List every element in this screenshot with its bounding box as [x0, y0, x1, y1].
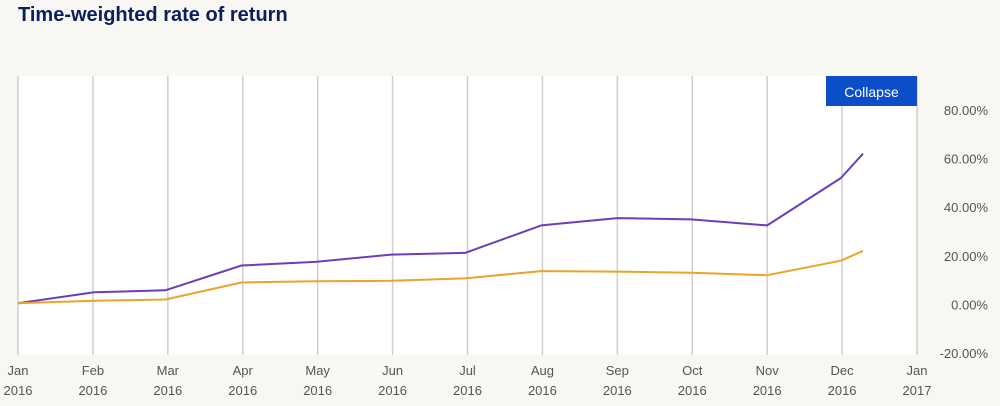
y-tick-label: 0.00%: [951, 297, 988, 312]
y-axis: 80.00% 60.00% 40.00% 20.00% 0.00% -20.00%: [940, 103, 989, 361]
grid-lines: [17, 76, 918, 355]
y-tick-label: 80.00%: [944, 103, 989, 118]
x-tick-label: Feb 2016: [78, 363, 107, 398]
x-tick-label: Jan 2016: [4, 363, 33, 398]
x-tick-label: Nov 2016: [753, 363, 782, 398]
x-tick-label: Mar 2016: [153, 363, 182, 398]
x-tick-label: Aug 2016: [528, 363, 557, 398]
series-line-2: [17, 249, 864, 305]
x-axis: Jan 2016 Feb 2016 Mar 2016 Apr 2016 May 2016 Jun 20…: [4, 363, 932, 398]
x-tick-label: Jan 2017: [903, 363, 932, 398]
y-tick-label: 60.00%: [944, 152, 989, 167]
y-tick-label: 40.00%: [944, 200, 989, 215]
x-tick-label: May 2016: [303, 363, 332, 398]
x-tick-label: Oct 2016: [678, 363, 707, 398]
collapse-button[interactable]: Collapse: [826, 76, 917, 106]
x-tick-label: Sep 2016: [603, 363, 632, 398]
y-tick-label: -20.00%: [940, 346, 989, 361]
page-title: Time-weighted rate of return: [18, 4, 288, 26]
y-tick-label: 20.00%: [944, 249, 989, 264]
x-tick-label: Dec 2016: [828, 363, 857, 398]
series-line-1: [17, 153, 864, 305]
series-lines: [17, 153, 864, 305]
x-tick-label: Jul 2016: [453, 363, 482, 398]
x-tick-label: Jun 2016: [378, 363, 407, 398]
x-tick-label: Apr 2016: [228, 363, 257, 398]
